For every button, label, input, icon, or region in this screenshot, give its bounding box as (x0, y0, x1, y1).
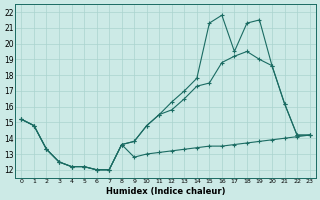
X-axis label: Humidex (Indice chaleur): Humidex (Indice chaleur) (106, 187, 225, 196)
